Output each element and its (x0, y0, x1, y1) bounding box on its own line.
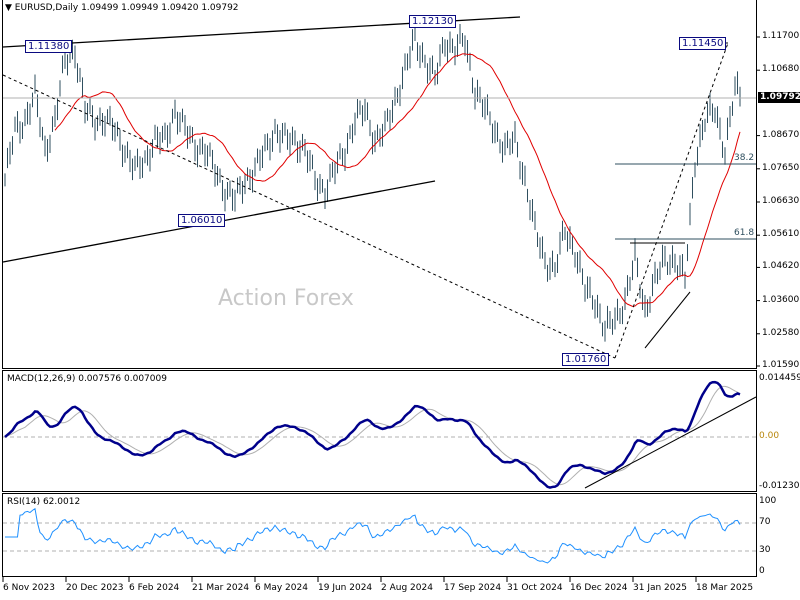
price-axis-label: 1.02580 (762, 327, 800, 338)
macd-axis-label: -0.012303 (759, 481, 800, 491)
date-axis-label: 31 Jan 2025 (633, 583, 687, 593)
price-axis-label: 1.04620 (762, 261, 800, 272)
moving-average-line (54, 53, 741, 307)
triangle-bottom-line (644, 291, 691, 349)
price-axis-label: 1.10680 (762, 64, 800, 75)
price-axis-label: 1.05610 (762, 229, 800, 240)
macd-line (4, 380, 741, 489)
date-axis-label: 6 Feb 2024 (129, 583, 180, 593)
macd-signal-line (4, 385, 741, 486)
price-pane-frame (2, 0, 757, 369)
date-axis-label: 6 May 2024 (255, 583, 308, 593)
date-axis-label: 2 Aug 2024 (381, 583, 433, 593)
price-axis-label: 1.01590 (762, 360, 800, 370)
label-low-2: 1.01760 (562, 353, 610, 366)
rsi-axis-label: 0 (759, 566, 765, 576)
date-axis-label: 19 Jun 2024 (318, 583, 373, 593)
date-axis-label: 18 Mar 2025 (696, 583, 754, 593)
ohlc-values: 1.09499 1.09949 1.09420 1.09792 (81, 3, 239, 13)
rsi-line (5, 507, 741, 564)
dotted-trendline-down (2, 74, 616, 359)
date-axis-label: 31 Oct 2024 (507, 583, 563, 593)
macd-axis-label: 0.014459 (759, 373, 800, 383)
rsi-title: RSI(14) 62.0012 (7, 497, 81, 507)
macd-title: MACD(12,26,9) 0.007576 0.007009 (7, 374, 167, 384)
macd-trendline (584, 396, 757, 489)
date-axis-label: 17 Sep 2024 (444, 583, 502, 593)
label-high-3: 1.11450 (679, 37, 727, 50)
label-high-1: 1.11380 (25, 40, 73, 53)
price-axis-label: 1.08670 (762, 129, 800, 140)
dotted-trendline-up (614, 42, 729, 359)
label-high-2: 1.12130 (409, 15, 457, 28)
date-axis-label: 16 Dec 2024 (570, 583, 628, 593)
symbol-label: EURUSD,Daily (14, 3, 79, 13)
date-axis-label: 21 Mar 2024 (192, 583, 250, 593)
rsi-axis-label: 100 (759, 496, 777, 506)
price-axis-label: 1.03600 (762, 294, 800, 305)
symbol-header: ▼ EURUSD,Daily 1.09499 1.09949 1.09420 1… (5, 3, 239, 14)
price-axis-label: 1.07650 (762, 162, 800, 173)
macd-axis-label: 0.00 (759, 431, 780, 441)
collapse-triangle-icon[interactable]: ▼ (5, 3, 12, 13)
rsi-axis-label: 70 (759, 517, 771, 527)
label-low-1: 1.06010 (178, 214, 226, 227)
rsi-pane-frame (2, 493, 757, 577)
fib-38-label: 38.2 (734, 153, 755, 163)
current-price-label: 1.09792 (758, 92, 800, 103)
date-axis-label: 20 Dec 2023 (66, 583, 124, 593)
fib-61-label: 61.8 (734, 228, 755, 238)
macd-pane-frame (2, 370, 757, 492)
date-axis-label: 6 Nov 2023 (3, 583, 55, 593)
price-axis-label: 1.11700 (762, 31, 800, 41)
price-axis-label: 1.06630 (762, 195, 800, 206)
watermark: Action Forex (218, 286, 354, 311)
rsi-axis-label: 30 (759, 545, 771, 555)
